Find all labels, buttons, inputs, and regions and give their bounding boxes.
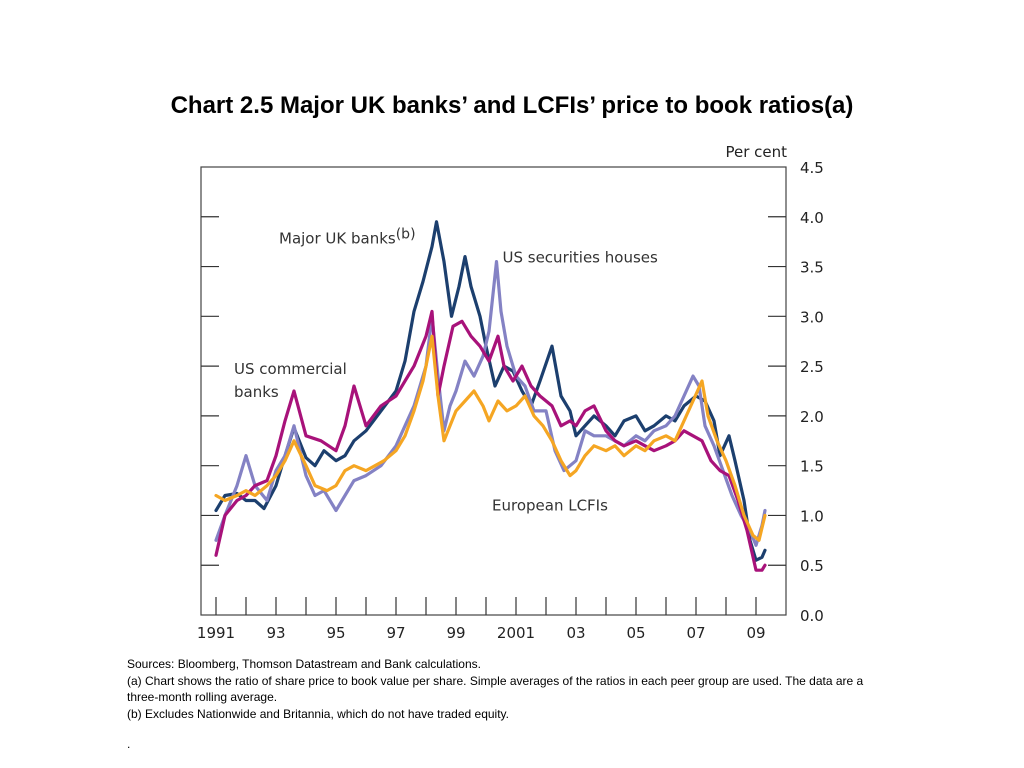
series-line-us-securities-houses [214, 260, 767, 547]
x-tick-label: 09 [746, 624, 765, 642]
series-line-european-lcfis [214, 334, 767, 542]
y-tick-label: 2.5 [800, 358, 824, 376]
x-tick-label: 93 [266, 624, 285, 642]
x-tick-label: 1991 [197, 624, 235, 642]
x-tick-label: 2001 [497, 624, 535, 642]
x-tick-label: 03 [566, 624, 585, 642]
sources-note: Sources: Bloomberg, Thomson Datastream a… [127, 657, 481, 671]
series-label-uk: Major UK banks(b) [279, 227, 416, 248]
y-tick-label: 1.5 [800, 458, 824, 476]
series-label-uscom1: US commercial [234, 360, 347, 378]
footnote-end: . [127, 737, 131, 751]
y-tick-label: 1.0 [800, 507, 824, 525]
series-label-ussec: US securities houses [503, 249, 658, 267]
footnotes: Sources: Bloomberg, Thomson Datastream a… [127, 656, 887, 753]
series-label-uscom2: banks [234, 383, 279, 401]
series-label-eur: European LCFIs [492, 496, 608, 514]
footnote-b: (b) Excludes Nationwide and Britannia, w… [127, 706, 510, 721]
x-tick-label: 05 [626, 624, 645, 642]
annotations: Major UK banks(b) US securities houses US … [234, 227, 658, 515]
series-lines [214, 220, 767, 572]
y-tick-label: 3.0 [800, 308, 824, 326]
axes: 0.0 0.5 1.0 1.5 2.0 2.5 3.0 3.5 4.0 4.5 1991 93 95 97… [197, 159, 824, 642]
y-tick-label: 3.5 [800, 259, 824, 277]
y-tick-label: 4.5 [800, 159, 824, 177]
footnote-a: (a) Chart shows the ratio of share price… [127, 673, 864, 705]
plot-frame [200, 166, 787, 616]
x-tick-label: 97 [386, 624, 405, 642]
y-tick-label: 0.5 [800, 557, 824, 575]
x-tick-label: 07 [686, 624, 705, 642]
chart-title: Chart 2.5 Major UK banks’ and LCFIs’ pri… [170, 92, 854, 119]
series-line-us-commercial-banks [214, 309, 767, 572]
y-tick-label: 0.0 [800, 607, 824, 625]
x-tick-label: 95 [326, 624, 345, 642]
unit-label: Per cent [725, 143, 787, 161]
x-tick-label: 99 [446, 624, 465, 642]
series-line-major-uk-banks-b- [214, 220, 767, 562]
y-tick-label: 2.0 [800, 408, 824, 426]
y-tick-label: 4.0 [800, 209, 824, 227]
